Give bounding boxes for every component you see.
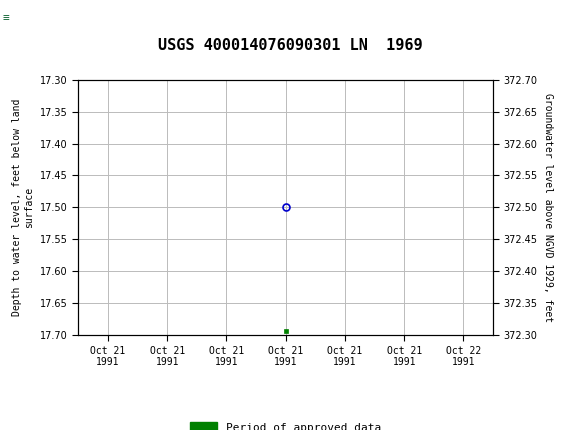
- Legend: Period of approved data: Period of approved data: [185, 418, 386, 430]
- Text: ≡: ≡: [3, 13, 10, 23]
- Y-axis label: Depth to water level, feet below land
surface: Depth to water level, feet below land su…: [12, 99, 34, 316]
- Bar: [3, 6, 19, 31]
- Text: USGS: USGS: [10, 12, 42, 25]
- Text: USGS 400014076090301 LN  1969: USGS 400014076090301 LN 1969: [158, 38, 422, 52]
- Y-axis label: Groundwater level above NGVD 1929, feet: Groundwater level above NGVD 1929, feet: [543, 93, 553, 322]
